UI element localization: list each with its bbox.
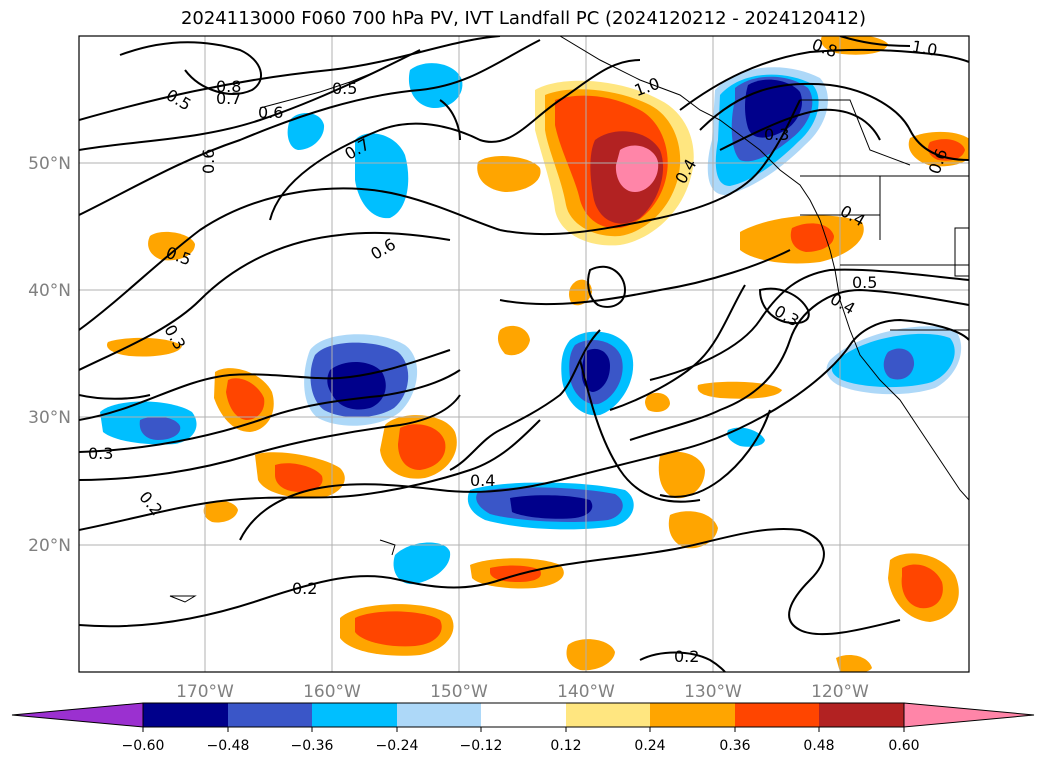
positive-anomaly-west-45n [148, 231, 195, 261]
longitude-labels: 170°W 160°W 150°W 140°W 130°W 120°W [176, 682, 869, 702]
gridlines [79, 36, 969, 672]
positive-anomaly-north-center [477, 156, 541, 192]
positive-anomaly-center-28n-core [398, 424, 446, 470]
colorbar-segment [143, 703, 228, 727]
colorbar-tick-label: 0.60 [888, 738, 919, 754]
lat-label-40n: 40°N [28, 281, 71, 301]
colorbar: −0.60 −0.48 −0.36 −0.24 −0.12 0.12 0.24 … [11, 702, 1035, 754]
positive-anomaly-south-west-core [275, 463, 323, 492]
positive-anomaly-south-mid-core [490, 565, 541, 582]
contour-label: 1.0 [910, 37, 938, 60]
negative-anomaly-aleutian [408, 63, 463, 108]
positive-anomaly-far-southeast-core [901, 564, 943, 609]
colorbar-frame [142, 702, 905, 728]
map-panel: 0.8 0.7 0.5 0.5 0.6 0.6 0.7 0.6 0.5 1.0 … [79, 36, 969, 672]
positive-anomaly-small-2 [658, 451, 705, 499]
colorbar-tick-label: −0.60 [122, 738, 165, 754]
negative-anomaly-north-west [287, 113, 325, 150]
contour-label: 0.5 [852, 273, 877, 292]
contour-label: 0.7 [216, 89, 241, 108]
lat-label-50n: 50°N [28, 154, 71, 174]
colorbar-segment [650, 703, 735, 727]
colorbar-segment [735, 703, 819, 727]
contour-label: 0.2 [292, 579, 317, 598]
contour-label: 0.5 [332, 79, 357, 98]
lon-label-120w: 120°W [811, 682, 869, 702]
negative-anomaly-hawaii [393, 542, 451, 585]
negative-anomaly-west-core [139, 416, 181, 440]
colorbar-tick-label: 0.48 [803, 738, 834, 754]
contour-label: 0.2 [674, 647, 699, 666]
positive-anomaly-small-6 [836, 655, 872, 672]
negative-anomaly-california-core [883, 348, 915, 380]
colorbar-tick-label: −0.36 [291, 738, 334, 754]
colorbar-segment [566, 703, 650, 727]
positive-anomaly-small-1 [497, 325, 530, 356]
colorbar-segment [481, 703, 566, 727]
positive-anomaly-small-7 [203, 500, 238, 523]
positive-anomaly-small-8 [645, 392, 670, 412]
lon-label-150w: 150°W [430, 682, 488, 702]
negative-anomaly-subtropical-core [510, 495, 593, 519]
positive-anomaly-west-35n [106, 337, 182, 357]
map-frame [78, 35, 970, 673]
negative-anomaly-140w-core [581, 348, 610, 392]
colorbar-segment [312, 703, 397, 727]
latitude-labels: 50°N 40°N 30°N 20°N [28, 154, 71, 556]
positive-anomaly-south-center-core [355, 611, 442, 647]
colorbar-extend-low [11, 702, 144, 728]
colorbar-tick-label: 0.12 [550, 738, 581, 754]
positive-anomaly-small-5 [566, 639, 615, 671]
negative-anomaly-mid-north [355, 133, 409, 219]
lon-label-140w: 140°W [557, 682, 615, 702]
colorbar-segment [397, 703, 481, 727]
shaded-anomalies [100, 36, 969, 672]
plot-title: 2024113000 F060 700 hPa PV, IVT Landfall… [180, 8, 867, 29]
positive-anomaly-west-30n-core [226, 378, 265, 420]
contour-label: 0.3 [764, 125, 789, 144]
contour-label: 0.4 [470, 471, 495, 490]
colorbar-tick-label: −0.24 [376, 738, 419, 754]
lon-label-160w: 160°W [303, 682, 361, 702]
colorbar-tick-label: −0.48 [207, 738, 250, 754]
lon-label-130w: 130°W [684, 682, 742, 702]
colorbar-ticks [142, 727, 905, 732]
lon-label-170w: 170°W [176, 682, 234, 702]
colorbar-tick-label: −0.12 [460, 738, 503, 754]
colorbar-segment [228, 703, 312, 727]
lat-label-30n: 30°N [28, 408, 71, 428]
contour-label: 0.8 [216, 77, 241, 96]
colorbar-segment [819, 703, 904, 727]
contour-label: 0.6 [258, 103, 283, 122]
positive-anomaly-gulf-alaska-pink [615, 145, 659, 192]
positive-anomaly-small-3 [668, 511, 718, 549]
colorbar-extend-high [903, 702, 1035, 728]
contour-label: 0.3 [88, 444, 113, 463]
lat-label-20n: 20°N [28, 536, 71, 556]
pv-contours [79, 36, 969, 672]
contour-label: 0.6 [199, 149, 218, 174]
colorbar-tick-label: 0.24 [634, 738, 665, 754]
colorbar-tick-label: 0.36 [719, 738, 750, 754]
